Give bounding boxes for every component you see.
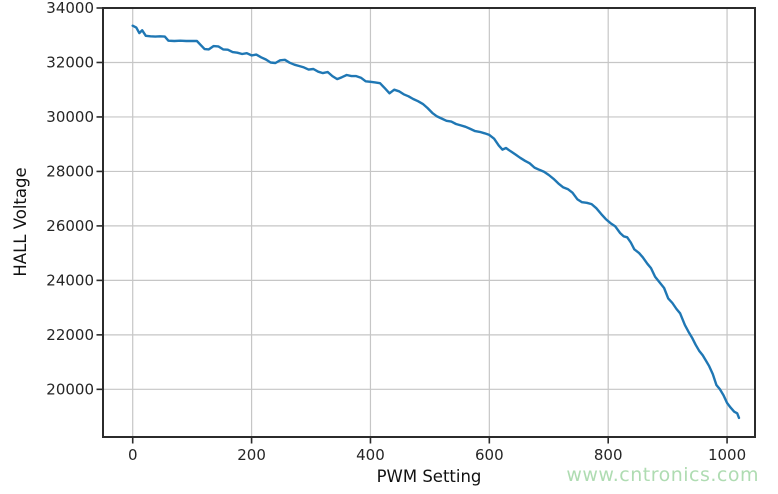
x-tick-label: 0: [128, 446, 138, 464]
y-tick-label: 34000: [46, 0, 94, 17]
y-tick-label: 30000: [46, 108, 94, 126]
x-tick-label: 400: [356, 446, 385, 464]
y-tick-label: 28000: [46, 163, 94, 181]
x-axis-label: PWM Setting: [376, 467, 482, 486]
y-tick-label: 26000: [46, 217, 94, 235]
y-tick-label: 24000: [46, 272, 94, 290]
x-tick-label: 600: [475, 446, 504, 464]
data-line: [131, 24, 741, 420]
y-tick-label: 32000: [46, 54, 94, 72]
y-tick-label: 20000: [46, 381, 94, 399]
y-axis-label: HALL Voltage: [10, 167, 30, 277]
watermark: www.cntronics.com: [566, 464, 759, 486]
axes-spines: [102, 7, 756, 438]
x-tick-label: 1000: [708, 446, 746, 464]
y-tick-label: 22000: [46, 326, 94, 344]
x-tick-label: 200: [237, 446, 266, 464]
x-tick-label: 800: [594, 446, 623, 464]
